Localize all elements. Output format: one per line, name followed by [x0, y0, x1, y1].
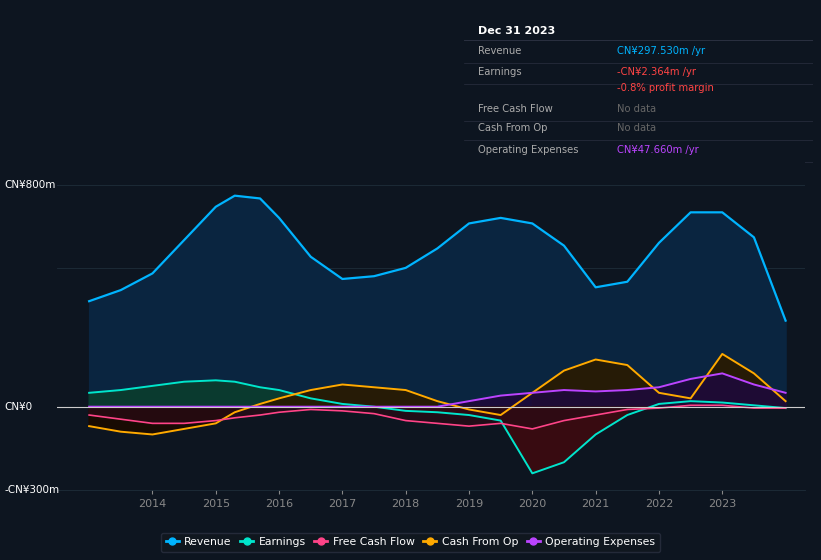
- Text: -CN¥300m: -CN¥300m: [4, 485, 59, 495]
- Text: No data: No data: [617, 104, 657, 114]
- Text: Free Cash Flow: Free Cash Flow: [478, 104, 553, 114]
- Text: Revenue: Revenue: [478, 46, 521, 57]
- Text: CN¥297.530m /yr: CN¥297.530m /yr: [617, 46, 705, 57]
- Text: Operating Expenses: Operating Expenses: [478, 145, 578, 155]
- Text: CN¥47.660m /yr: CN¥47.660m /yr: [617, 145, 699, 155]
- Text: CN¥0: CN¥0: [4, 402, 32, 412]
- Text: CN¥800m: CN¥800m: [4, 180, 56, 190]
- Legend: Revenue, Earnings, Free Cash Flow, Cash From Op, Operating Expenses: Revenue, Earnings, Free Cash Flow, Cash …: [161, 533, 660, 552]
- Text: Cash From Op: Cash From Op: [478, 123, 548, 133]
- Text: -CN¥2.364m /yr: -CN¥2.364m /yr: [617, 67, 696, 77]
- Text: Dec 31 2023: Dec 31 2023: [478, 26, 555, 36]
- Text: Earnings: Earnings: [478, 67, 521, 77]
- Text: No data: No data: [617, 123, 657, 133]
- Text: -0.8% profit margin: -0.8% profit margin: [617, 83, 714, 93]
